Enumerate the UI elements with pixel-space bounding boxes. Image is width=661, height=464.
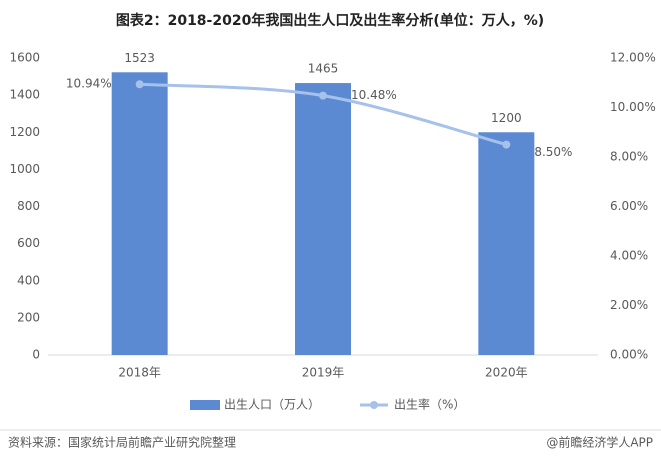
- line-point: [502, 140, 511, 149]
- chart-title: 图表2：2018-2020年我国出生人口及出生率分析(单位：万人，%): [116, 12, 544, 29]
- x-tick-label: 2020年: [485, 366, 528, 380]
- y-tick-label: 0: [32, 348, 40, 362]
- y-tick-label: 200: [17, 310, 40, 324]
- line-point: [135, 80, 144, 89]
- legend-swatch: [370, 401, 378, 409]
- data-label: 1465: [308, 62, 339, 76]
- y-tick-label: 800: [17, 199, 40, 213]
- y-tick-label: 1600: [9, 51, 40, 65]
- data-label: 10.94%: [66, 77, 112, 91]
- data-label: 8.50%: [534, 145, 572, 159]
- data-label: 1200: [491, 111, 522, 125]
- y2-tick-label: 0.00%: [610, 348, 648, 362]
- y2-tick-label: 8.00%: [610, 150, 648, 164]
- y-tick-label: 1400: [9, 88, 40, 102]
- y2-tick-label: 6.00%: [610, 199, 648, 213]
- x-tick-label: 2019年: [302, 366, 345, 380]
- bar: [478, 132, 535, 355]
- legend-swatch: [190, 400, 220, 410]
- x-tick-label: 2018年: [118, 366, 161, 380]
- credit: @前瞻经济学人APP: [546, 435, 653, 450]
- legend-label: 出生率（%）: [394, 397, 465, 412]
- bar: [295, 83, 351, 355]
- y2-tick-label: 4.00%: [610, 249, 648, 263]
- y-tick-label: 400: [17, 273, 40, 287]
- y-tick-label: 1200: [9, 125, 40, 139]
- y2-tick-label: 2.00%: [610, 298, 648, 312]
- source: 资料来源：国家统计局前瞻产业研究院整理: [8, 435, 236, 450]
- data-label: 1523: [124, 51, 155, 65]
- bar: [111, 72, 168, 355]
- data-label: 10.48%: [351, 88, 397, 102]
- y2-tick-label: 10.00%: [610, 100, 656, 114]
- y-tick-label: 1000: [9, 162, 40, 176]
- line-point: [319, 91, 327, 100]
- y-tick-label: 600: [17, 236, 40, 250]
- legend-label: 出生人口（万人）: [224, 398, 320, 412]
- y2-tick-label: 12.00%: [610, 51, 656, 65]
